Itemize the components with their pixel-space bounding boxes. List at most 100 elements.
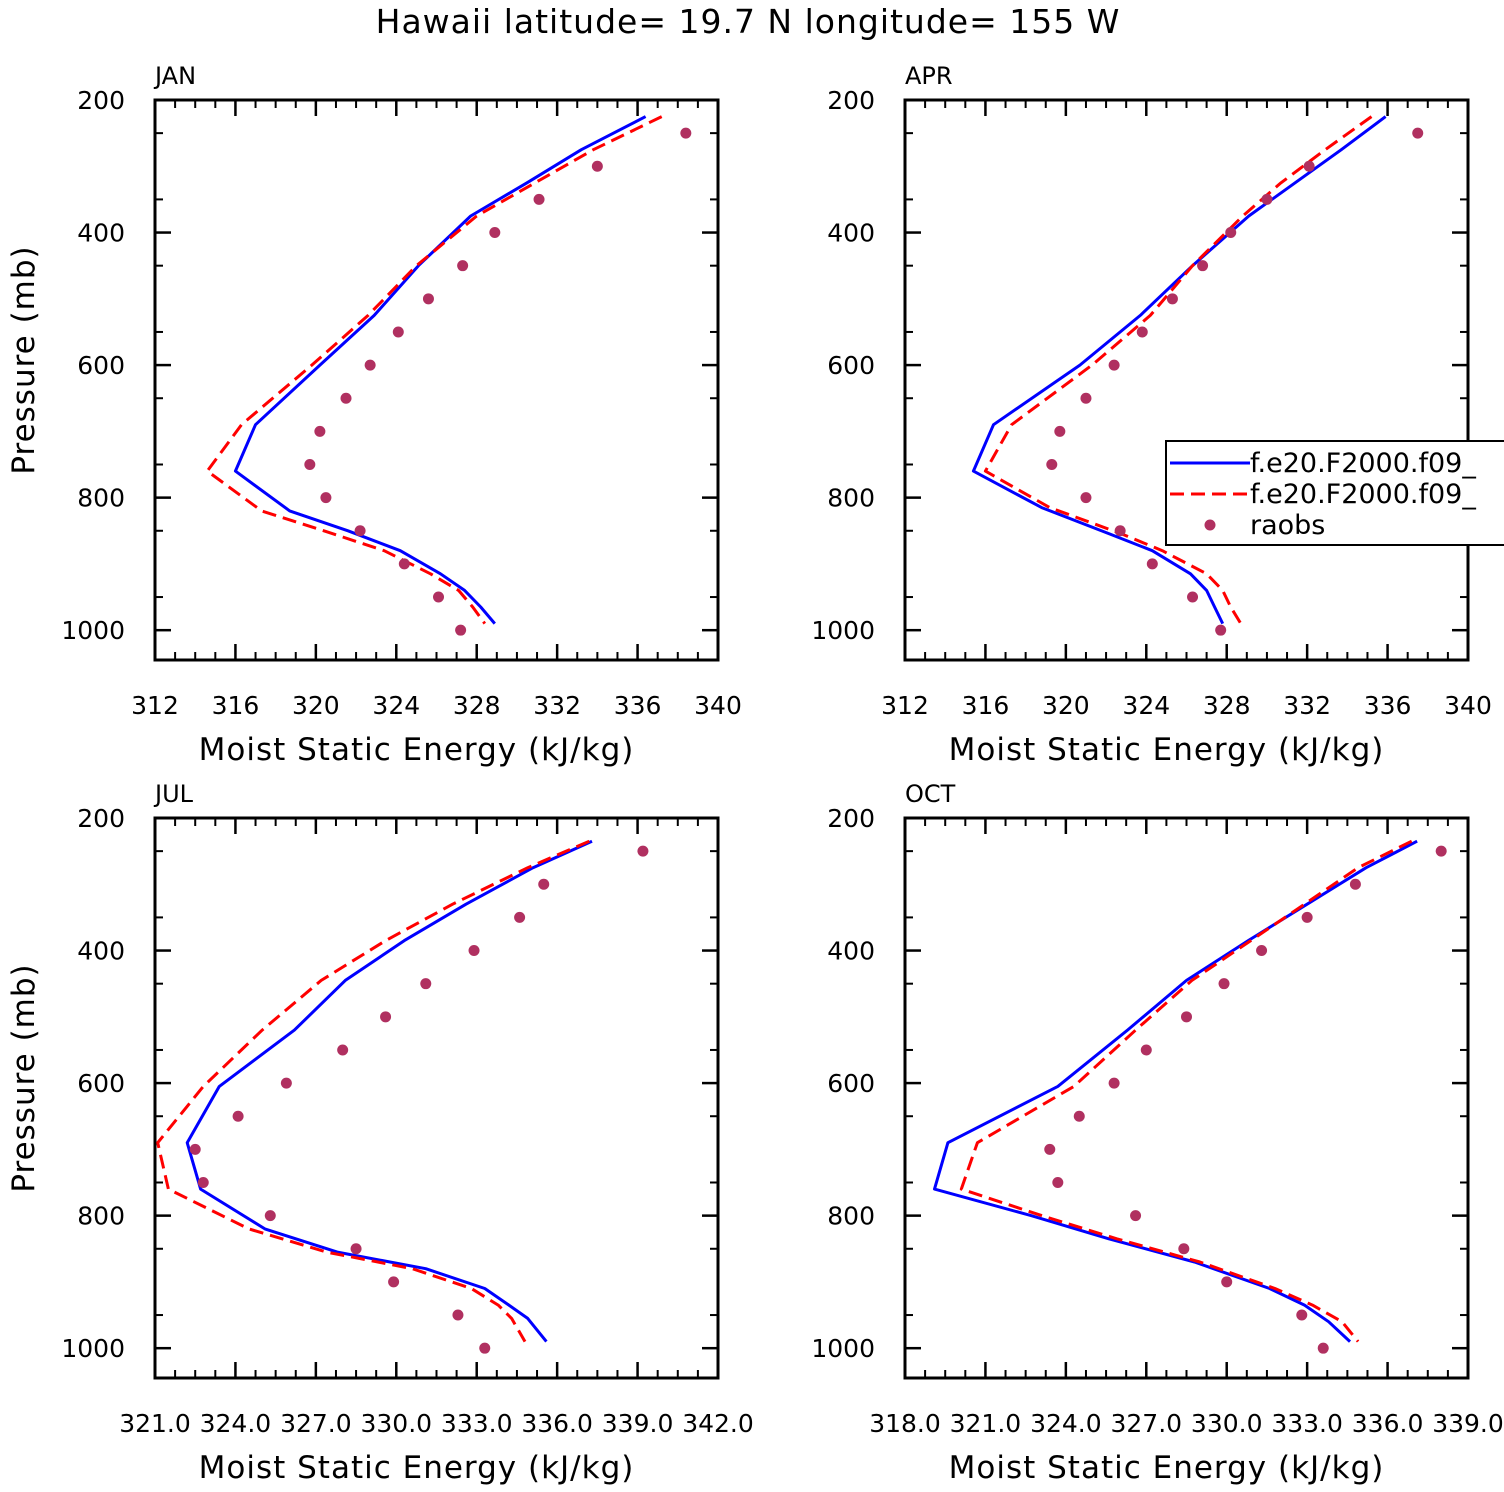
raobs-point [420, 978, 432, 990]
x-tick-label: 336 [1364, 691, 1412, 720]
raobs-point [680, 127, 692, 139]
x-tick-label: 328 [1203, 691, 1251, 720]
y-tick-label: 800 [827, 1202, 875, 1231]
plot-frame [903, 816, 1470, 1380]
raobs-point [1044, 1143, 1056, 1155]
plot-frame [153, 98, 720, 662]
raobs-point [479, 1342, 491, 1354]
panels: JAN 312 316 320 324 328 332 336 340 200 400 600 800 1… [6, 62, 1504, 1486]
x-tick-label: 327.0 [280, 1409, 352, 1438]
raobs-point [1301, 911, 1313, 923]
raobs-point [533, 193, 545, 205]
raobs-point [304, 458, 316, 470]
raobs-point [1136, 326, 1148, 338]
raobs-point [1296, 1309, 1308, 1321]
x-tick-label: 336.0 [521, 1409, 593, 1438]
raobs-point [337, 1044, 349, 1056]
x-tick-label: 328 [453, 691, 501, 720]
y-tick-label: 200 [77, 86, 125, 115]
raobs-point [489, 227, 501, 239]
raobs-point [320, 492, 332, 504]
raobs-point [388, 1276, 400, 1288]
raobs-point [1140, 1044, 1152, 1056]
y-tick-label: 600 [77, 351, 125, 380]
y-axis-label: Pressure (mb) [6, 963, 42, 1192]
raobs-point [1146, 558, 1158, 570]
series-line-solid [185, 839, 593, 1343]
y-tick-label: 600 [827, 1069, 875, 1098]
x-tick-label: 330.0 [1191, 1409, 1263, 1438]
raobs-point [1181, 1011, 1192, 1023]
raobs-point [457, 260, 469, 272]
panel-title: JAN [153, 62, 196, 90]
raobs-point [1178, 1243, 1190, 1255]
x-tick-label: 316 [212, 691, 260, 720]
x-tick-label: 333.0 [441, 1409, 513, 1438]
x-tick-label: 320 [292, 691, 340, 720]
raobs-point [1073, 1110, 1085, 1122]
legend-label: f.e20.F2000.f09_ [1250, 479, 1476, 510]
raobs-point [1221, 1276, 1233, 1288]
raobs-point [354, 525, 366, 537]
x-tick-label: 312 [881, 691, 929, 720]
raobs-point [1303, 160, 1315, 172]
y-tick-label: 400 [827, 937, 875, 966]
raobs-point [392, 326, 404, 338]
x-tick-label: 324 [372, 691, 420, 720]
y-tick-label: 1000 [61, 616, 125, 645]
raobs-point [591, 160, 603, 172]
raobs-point [1256, 945, 1268, 957]
raobs-point [1215, 624, 1227, 636]
series-line-dashed [983, 115, 1373, 625]
raobs-point [197, 1176, 209, 1188]
raobs-point [1349, 878, 1361, 890]
x-tick-label: 333.0 [1271, 1409, 1343, 1438]
panel-title: APR [905, 62, 953, 90]
raobs-point [314, 425, 326, 437]
y-tick-label: 800 [77, 484, 125, 513]
raobs-point [264, 1210, 276, 1222]
raobs-point [1166, 293, 1178, 305]
plot-frame [153, 816, 720, 1380]
series-line-dashed [156, 839, 590, 1343]
raobs-point [452, 1309, 464, 1321]
y-tick-label: 1000 [811, 1334, 875, 1363]
x-tick-label: 339.0 [1432, 1409, 1504, 1438]
raobs-point [232, 1110, 244, 1122]
raobs-point [1412, 127, 1424, 139]
y-tick-label: 200 [827, 804, 875, 833]
x-tick-label: 332 [1283, 691, 1331, 720]
series-line-solid [933, 839, 1418, 1343]
x-tick-label: 316 [962, 691, 1010, 720]
x-axis-label: Moist Static Energy (kJ/kg) [949, 1450, 1385, 1486]
y-tick-label: 800 [827, 484, 875, 513]
x-tick-label: 330.0 [360, 1409, 432, 1438]
x-tick-label: 324.0 [200, 1409, 272, 1438]
y-tick-label: 600 [827, 351, 875, 380]
raobs-point [1261, 193, 1273, 205]
y-tick-label: 200 [77, 804, 125, 833]
figure-title: Hawaii latitude= 19.7 N longitude= 155 W [376, 2, 1121, 41]
series-line-dashed [205, 115, 663, 625]
panel-apr: APR 312 316 320 324 328 332 336 340 200 400 600 800 1… [811, 62, 1491, 768]
panel-oct: OCT 318.0 321.0 324.0 327.0 330.0 333.0 336.0 33… [811, 780, 1503, 1486]
x-axis-label: Moist Static Energy (kJ/kg) [199, 1450, 635, 1486]
raobs-point [364, 359, 376, 371]
legend-label: f.e20.F2000.f09_ [1250, 448, 1476, 479]
x-tick-label: 327.0 [1110, 1409, 1182, 1438]
legend-marker-dot [1204, 519, 1216, 531]
raobs-point [1218, 978, 1230, 990]
x-tick-label: 324.0 [1030, 1409, 1102, 1438]
raobs-point [1130, 1210, 1142, 1222]
y-tick-label: 800 [77, 1202, 125, 1231]
raobs-point [1080, 492, 1092, 504]
x-tick-label: 336.0 [1352, 1409, 1424, 1438]
y-tick-label: 600 [77, 1069, 125, 1098]
x-tick-label: 320 [1042, 691, 1090, 720]
raobs-point [350, 1243, 362, 1255]
raobs-point [1054, 425, 1066, 437]
y-tick-label: 1000 [61, 1334, 125, 1363]
y-tick-label: 200 [827, 86, 875, 115]
raobs-point [422, 293, 434, 305]
